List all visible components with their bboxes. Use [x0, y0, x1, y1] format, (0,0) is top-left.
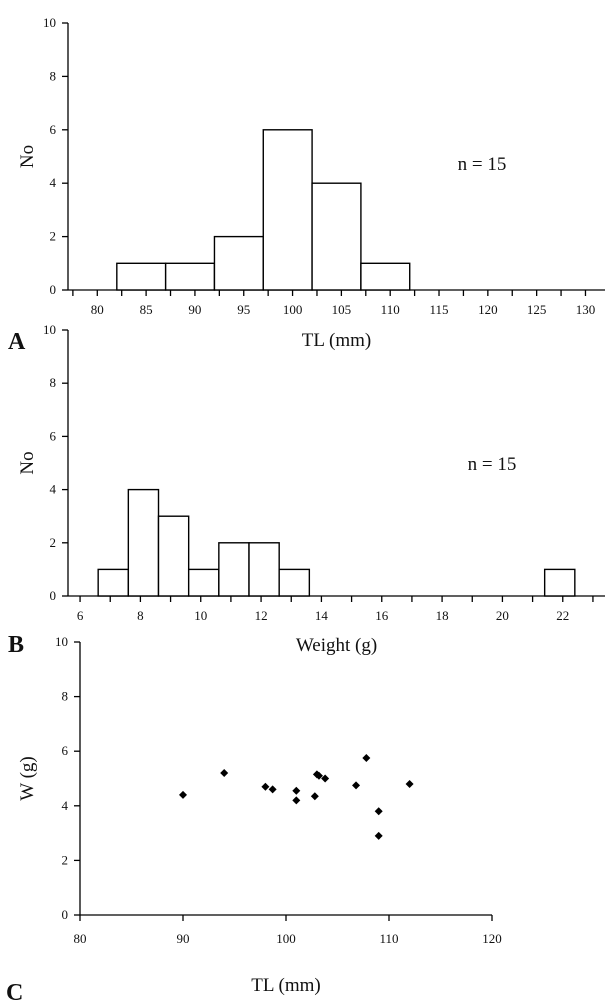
y-tick-label: 4 [50, 175, 57, 190]
histogram-bar [164, 262, 216, 291]
panel-letter: C [6, 980, 23, 1005]
x-tick-label: 6 [77, 608, 84, 623]
histogram-bar [311, 182, 362, 291]
y-tick-label: 10 [43, 15, 56, 30]
x-tick-label: 115 [430, 302, 449, 317]
histogram-bar [248, 542, 280, 597]
x-tick-label: 90 [188, 302, 201, 317]
panel-c-scatter: 0 2 4 6 8 10 80 90 100 110 120 TL (mm) W (g) C [6, 634, 502, 1005]
panel-letter: B [8, 632, 24, 658]
data-point [220, 769, 229, 778]
histogram-bar [543, 568, 576, 597]
y-tick-label: 10 [43, 322, 56, 337]
sample-size-annotation: n = 15 [468, 454, 517, 475]
histogram-bar [157, 515, 190, 597]
histogram-bar [262, 129, 313, 291]
histogram-bar [278, 568, 311, 597]
y-tick-label: 8 [62, 689, 69, 704]
x-tick-label: 18 [436, 608, 449, 623]
data-point [292, 796, 301, 805]
x-tick-label: 10 [194, 608, 207, 623]
x-tick-label: 80 [91, 302, 104, 317]
y-tick-label: 2 [50, 229, 57, 244]
x-tick-label: 125 [527, 302, 547, 317]
x-tick-label: 110 [379, 931, 398, 946]
panel-letter: A [8, 329, 26, 355]
x-tick-label: 130 [576, 302, 596, 317]
x-axis-title: TL (mm) [251, 975, 320, 996]
y-tick-label: 10 [55, 634, 68, 649]
panel-a-histogram: 0 2 4 6 8 10 80 85 90 95 100 105 110 115 120 125 130 TL (… [8, 15, 605, 355]
histogram-bar [360, 262, 411, 291]
x-tick-label: 95 [237, 302, 250, 317]
x-axis-title: Weight (g) [296, 635, 377, 656]
histogram-bar [187, 568, 220, 597]
y-tick-label: 2 [62, 852, 69, 867]
x-tick-label: 105 [332, 302, 352, 317]
x-tick-label: 16 [375, 608, 389, 623]
data-point [405, 779, 414, 788]
y-tick-label: 6 [50, 428, 57, 443]
y-tick-label: 6 [50, 122, 57, 137]
data-point [352, 781, 361, 790]
y-tick-label: 0 [62, 907, 69, 922]
data-point [292, 786, 301, 795]
panel-b-histogram: 0 2 4 6 8 10 6 8 10 12 14 16 18 20 22 Weight (g) No n = 1… [8, 322, 605, 658]
y-tick-label: 4 [50, 482, 57, 497]
x-tick-label: 100 [276, 931, 296, 946]
x-tick-label: 90 [177, 931, 190, 946]
x-axis-title: TL (mm) [302, 330, 371, 351]
y-tick-label: 4 [62, 798, 69, 813]
data-point [374, 807, 383, 816]
y-tick-label: 2 [50, 535, 57, 550]
x-tick-label: 22 [556, 608, 569, 623]
y-axis-title: No [17, 451, 38, 474]
data-point [321, 774, 330, 783]
y-tick-label: 8 [50, 68, 57, 83]
histogram-bar [127, 488, 160, 597]
x-tick-label: 120 [482, 931, 502, 946]
x-tick-label: 14 [315, 608, 329, 623]
y-axis-title: W (g) [17, 756, 38, 801]
histogram-bar [218, 542, 250, 597]
histogram-bar [213, 235, 264, 291]
data-point [362, 754, 371, 763]
x-tick-label: 100 [283, 302, 303, 317]
x-tick-label: 110 [381, 302, 400, 317]
x-tick-label: 20 [496, 608, 509, 623]
x-tick-label: 85 [140, 302, 153, 317]
x-tick-label: 8 [137, 608, 144, 623]
y-tick-label: 6 [62, 743, 69, 758]
sample-size-annotation: n = 15 [458, 154, 507, 175]
x-tick-label: 120 [478, 302, 498, 317]
y-tick-label: 0 [50, 282, 57, 297]
data-point [179, 790, 187, 799]
x-tick-label: 12 [255, 608, 268, 623]
data-point [374, 831, 383, 840]
y-axis-title: No [17, 145, 38, 168]
histogram-bar [116, 262, 167, 291]
y-tick-label: 8 [50, 375, 57, 390]
data-point [261, 782, 270, 791]
histogram-bar [97, 568, 130, 597]
y-tick-label: 0 [50, 588, 57, 603]
data-point [268, 785, 277, 794]
x-tick-label: 80 [74, 931, 87, 946]
data-point [314, 771, 323, 780]
data-point [310, 792, 319, 801]
